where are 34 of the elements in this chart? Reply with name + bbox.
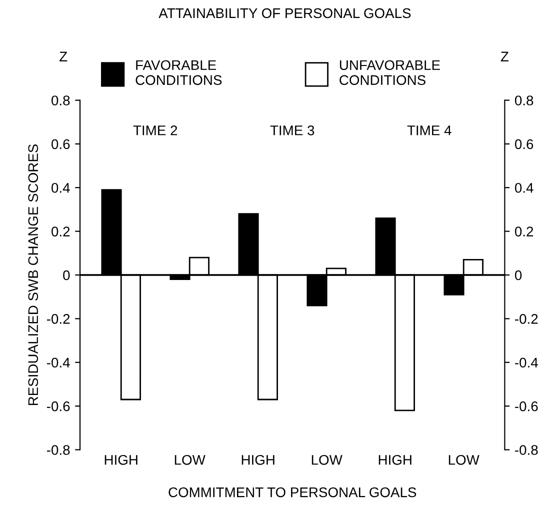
y-tick-label: 0.8	[52, 96, 70, 106]
y-tick-label: 0.4	[52, 182, 70, 193]
annotation: TIME 4	[407, 126, 452, 136]
x-tick-label: LOW	[312, 454, 342, 465]
y2-axis-title: Z	[500, 52, 509, 62]
y-tick-label: -0.8	[46, 445, 70, 455]
annotation: TIME 2	[133, 125, 178, 136]
legend-label: FAVORABLE CONDITIONS	[136, 60, 222, 85]
y-tick-label: -0.4	[46, 358, 70, 368]
legend-label: UNFAVORABLE CONDITIONS	[340, 60, 440, 85]
y2-tick-label: -0.8	[515, 445, 538, 455]
y2-tick-label: 0.8	[514, 96, 534, 106]
x-axis-title: COMMITMENT TO PERSONAL GOALS	[168, 487, 416, 498]
y-tick-label: 0	[63, 270, 70, 280]
y2-tick-label: -0.4	[515, 358, 538, 368]
y-tick-label: -0.2	[46, 314, 70, 324]
x-tick-label: HIGH	[378, 454, 412, 465]
y-tick-label: 0.6	[52, 139, 70, 150]
y2-tick-label: 0	[514, 270, 522, 280]
x-tick-label: LOW	[174, 454, 206, 465]
y2-tick-label: 0.6	[514, 139, 534, 150]
chart-title: ATTAINABILITY OF PERSONAL GOALS	[158, 8, 411, 18]
y-axis-title: RESIDUALIZED SWB CHANGE SCORES	[28, 144, 38, 406]
y-tick-label: -0.6	[46, 401, 70, 412]
annotation: TIME 3	[270, 125, 314, 136]
x-tick-label: LOW	[448, 454, 480, 465]
x-tick-label: HIGH	[104, 454, 138, 465]
x-tick-label: HIGH	[242, 454, 274, 465]
y-tick-label: 0.2	[52, 226, 70, 236]
text: Z	[60, 52, 68, 62]
y2-tick-label: -0.2	[515, 314, 538, 324]
y2-tick-label: 0.4	[514, 182, 534, 193]
y2-tick-label: -0.6	[515, 401, 538, 412]
y2-tick-label: 0.2	[514, 226, 534, 236]
